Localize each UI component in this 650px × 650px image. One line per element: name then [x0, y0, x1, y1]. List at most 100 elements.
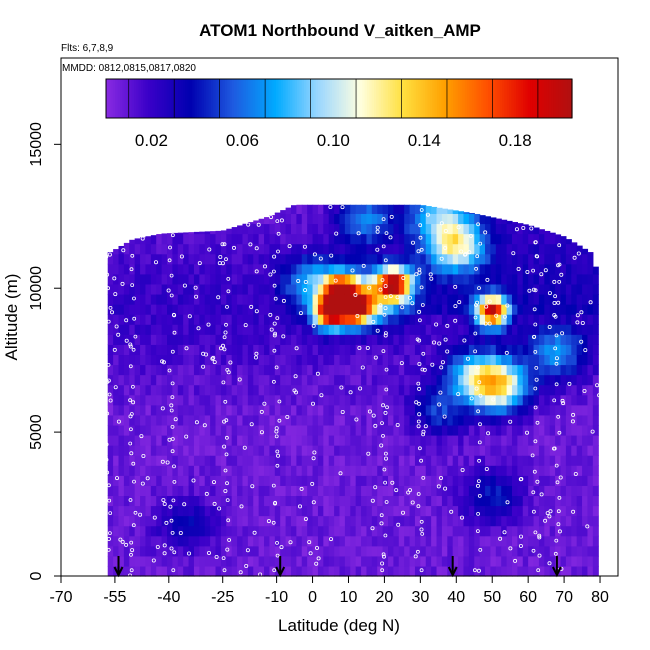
observation-point	[353, 292, 358, 297]
colorbar-segment	[355, 79, 359, 118]
heatmap-cell	[468, 465, 475, 476]
heatmap-cell	[538, 324, 545, 335]
heatmap-cell	[388, 293, 394, 305]
heatmap-cell	[242, 273, 249, 285]
heatmap-cell	[420, 555, 427, 567]
heatmap-cell	[193, 394, 200, 406]
heatmap-cell	[479, 293, 486, 305]
heatmap-cell	[274, 304, 281, 315]
heatmap-cell	[371, 555, 378, 567]
observation-point	[131, 461, 136, 466]
heatmap-cell	[361, 384, 368, 396]
heatmap-cell	[506, 293, 513, 305]
heatmap-cell	[501, 424, 508, 436]
heatmap-cell	[199, 263, 206, 275]
heatmap-cell	[398, 465, 405, 476]
colorbar-segment	[530, 79, 533, 118]
heatmap-cell	[339, 455, 346, 466]
observation-point	[128, 342, 133, 347]
heatmap-cell	[204, 545, 211, 557]
x-axis-title: Latitude (deg N)	[278, 616, 400, 635]
heatmap-cell	[339, 374, 346, 386]
observation-point	[417, 401, 421, 406]
heatmap-cell	[113, 555, 120, 567]
heatmap-cell	[113, 525, 120, 537]
heatmap-cell	[134, 434, 141, 446]
heatmap-cell	[269, 344, 276, 356]
heatmap-cell	[274, 364, 281, 376]
observation-point	[498, 536, 503, 541]
observation-point	[420, 367, 425, 372]
heatmap-cell	[479, 223, 486, 235]
heatmap-cell	[220, 324, 227, 335]
observation-point	[384, 500, 389, 504]
observation-point	[443, 337, 448, 342]
heatmap-cell	[274, 253, 281, 265]
heatmap-cell	[199, 243, 206, 255]
observation-point	[196, 326, 201, 331]
heatmap-cell	[441, 263, 448, 275]
observation-point	[170, 437, 175, 441]
heatmap-cell	[366, 535, 373, 547]
heatmap-cell	[156, 505, 163, 517]
heatmap-cell	[414, 555, 421, 567]
heatmap-cell	[237, 495, 244, 507]
heatmap-cell	[274, 213, 281, 225]
heatmap-cell	[188, 314, 195, 325]
colorbar-segment	[201, 79, 205, 118]
heatmap-cell	[447, 213, 454, 225]
heatmap-cell	[565, 485, 572, 497]
heatmap-cell	[129, 273, 136, 285]
heatmap-cell	[280, 304, 287, 315]
heatmap-cell	[468, 475, 475, 486]
heatmap-cell	[420, 445, 427, 456]
heatmap-cell	[199, 273, 206, 285]
observation-point	[557, 495, 562, 500]
heatmap-cell	[468, 545, 475, 557]
heatmap-cell	[317, 374, 324, 386]
colorbar-segment	[157, 79, 161, 118]
heatmap-cell	[425, 555, 432, 567]
heatmap-cell	[183, 455, 190, 466]
heatmap-cell	[156, 565, 163, 577]
heatmap-cell	[215, 384, 222, 396]
heatmap-cell	[425, 394, 432, 406]
heatmap-cell	[172, 424, 179, 436]
heatmap-cell	[253, 565, 260, 577]
observation-point	[308, 551, 313, 556]
observation-point	[333, 278, 338, 283]
heatmap-cell	[274, 334, 281, 345]
heatmap-cell	[199, 535, 206, 547]
observation-point	[518, 544, 523, 549]
colorbar-segment	[150, 79, 154, 118]
heatmap-cell	[312, 213, 319, 225]
heatmap-cell	[452, 374, 459, 386]
heatmap-cell	[511, 384, 518, 396]
heatmap-cell	[113, 304, 120, 315]
heatmap-cell	[290, 205, 297, 214]
heatmap-cell	[226, 384, 233, 396]
heatmap-cell	[377, 555, 384, 567]
heatmap-cell	[371, 505, 378, 517]
heatmap-cell	[528, 485, 535, 497]
heatmap-cell	[172, 455, 179, 466]
heatmap-cell	[188, 414, 195, 426]
heatmap-cell	[253, 364, 260, 376]
observation-point	[129, 552, 133, 557]
heatmap-cell	[237, 314, 244, 325]
heatmap-cell	[334, 243, 341, 255]
heatmap-cell	[123, 293, 130, 305]
heatmap-cell	[441, 525, 448, 537]
observation-point	[420, 303, 425, 307]
observation-point	[355, 313, 360, 318]
heatmap-cell	[522, 364, 529, 376]
heatmap-cell	[592, 273, 599, 285]
heatmap-cell	[533, 565, 540, 577]
heatmap-cell	[285, 207, 292, 214]
observation-point	[474, 386, 479, 391]
heatmap-cell	[312, 283, 319, 295]
heatmap-cell	[161, 545, 168, 557]
heatmap-cell	[242, 364, 249, 376]
heatmap-cell	[280, 545, 287, 557]
heatmap-cell	[172, 232, 179, 235]
